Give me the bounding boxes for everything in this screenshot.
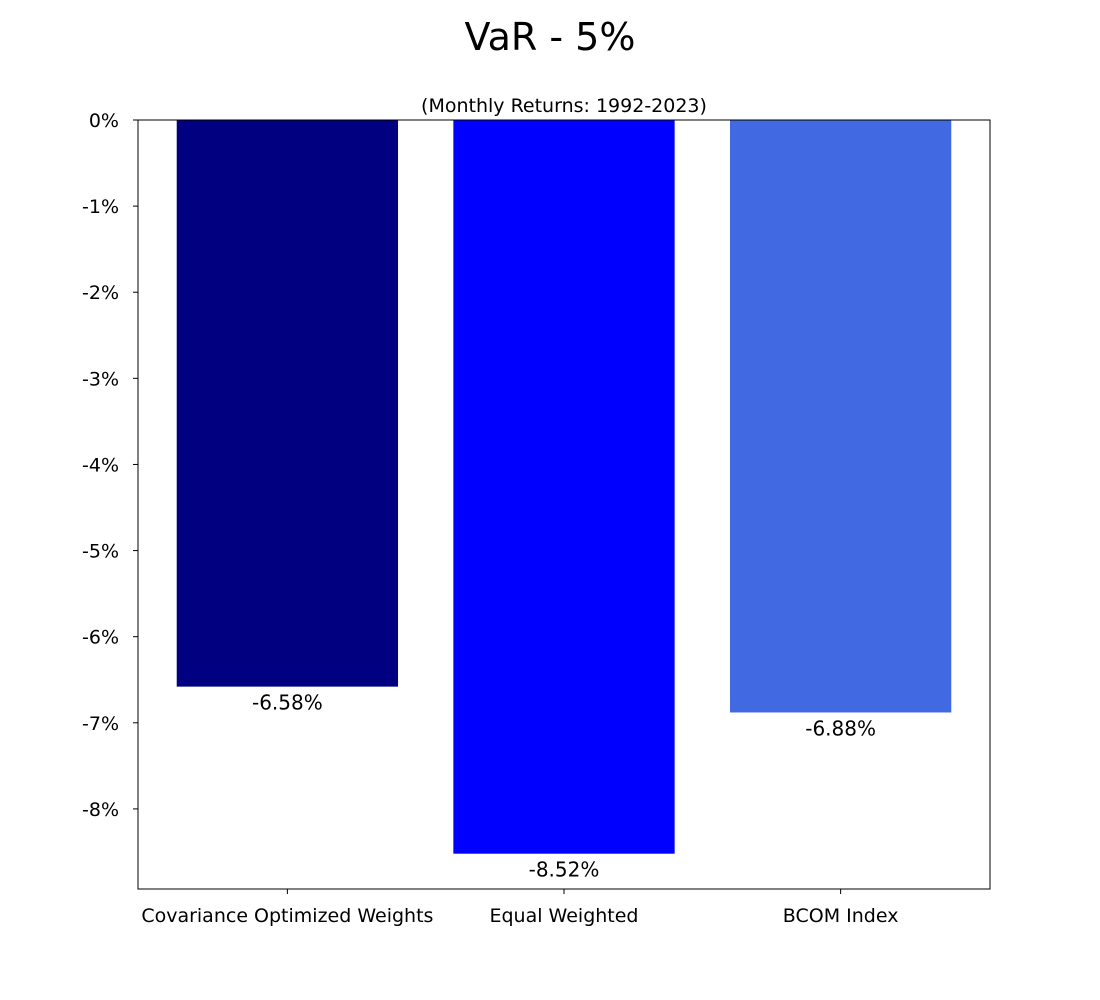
y-tick-label-8: -7%: [82, 713, 119, 735]
y-tick-label-2: -1%: [82, 196, 119, 218]
chart-title: VaR - 5%: [465, 15, 636, 59]
y-tick-label-1: 0%: [89, 110, 119, 132]
bar-3: [729, 120, 952, 713]
axis-layer: Covariance Optimized Weights Equal Weight…: [82, 110, 991, 927]
plot-frame: [137, 119, 991, 890]
bar-value-label-3: -6.88%: [805, 716, 876, 740]
bar-value-label-1: -6.58%: [252, 691, 323, 715]
chart-subtitle: (Monthly Returns: 1992-2023): [421, 95, 707, 117]
y-tick-label-7: -6%: [82, 627, 119, 649]
bar-1: [176, 120, 399, 687]
bar-2: [453, 120, 675, 854]
y-tick-label-3: -2%: [82, 282, 119, 304]
y-tick-label-5: -4%: [82, 454, 119, 476]
bars-layer: -6.58% -8.52% -6.88%: [176, 120, 952, 882]
x-tick-label-1: Covariance Optimized Weights: [141, 905, 433, 927]
x-tick-label-3: BCOM Index: [783, 905, 899, 927]
bar-value-label-2: -8.52%: [529, 858, 600, 882]
x-tick-label-2: Equal Weighted: [489, 905, 638, 927]
y-tick-label-6: -5%: [82, 541, 119, 563]
y-tick-label-9: -8%: [82, 799, 119, 821]
y-tick-label-4: -3%: [82, 368, 119, 390]
